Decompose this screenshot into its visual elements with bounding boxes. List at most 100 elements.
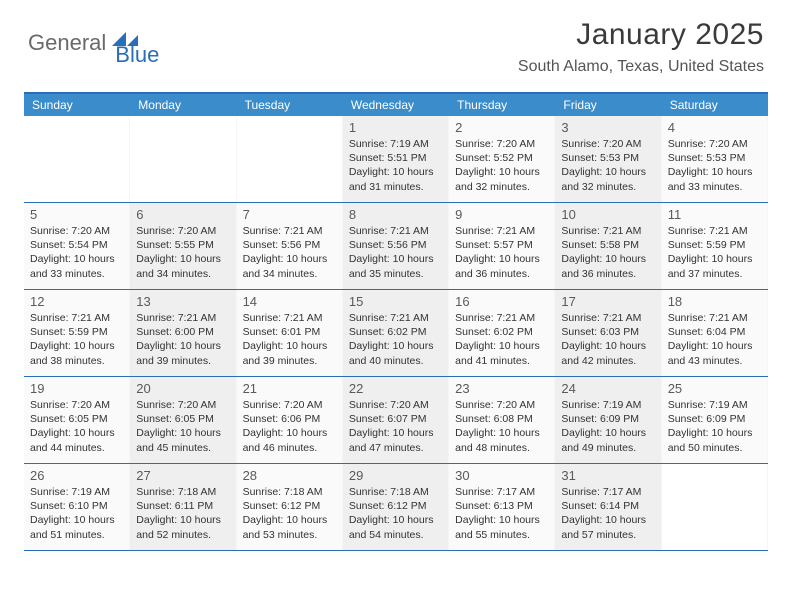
daylight-line: Daylight: 10 hours and 36 minutes.: [561, 252, 654, 280]
sunset-line: Sunset: 5:56 PM: [349, 238, 442, 252]
sunrise-line: Sunrise: 7:21 AM: [668, 311, 761, 325]
daylight-line: Daylight: 10 hours and 38 minutes.: [30, 339, 123, 367]
calendar-cell: 7Sunrise: 7:21 AMSunset: 5:56 PMDaylight…: [237, 203, 343, 289]
day-number: 8: [349, 207, 442, 222]
sunrise-line: Sunrise: 7:21 AM: [349, 311, 442, 325]
daylight-line: Daylight: 10 hours and 31 minutes.: [349, 165, 442, 193]
calendar-cell: 5Sunrise: 7:20 AMSunset: 5:54 PMDaylight…: [24, 203, 130, 289]
daylight-line: Daylight: 10 hours and 50 minutes.: [668, 426, 761, 454]
sunset-line: Sunset: 6:12 PM: [349, 499, 442, 513]
day-number: 6: [136, 207, 229, 222]
sunrise-line: Sunrise: 7:20 AM: [30, 224, 123, 238]
sunset-line: Sunset: 5:58 PM: [561, 238, 654, 252]
day-number: 28: [243, 468, 336, 483]
day-number: 22: [349, 381, 442, 396]
sunset-line: Sunset: 5:59 PM: [668, 238, 761, 252]
day-number: 7: [243, 207, 336, 222]
sunrise-line: Sunrise: 7:21 AM: [30, 311, 123, 325]
calendar-cell: 16Sunrise: 7:21 AMSunset: 6:02 PMDayligh…: [449, 290, 555, 376]
week-row: 12Sunrise: 7:21 AMSunset: 5:59 PMDayligh…: [24, 290, 768, 377]
sunset-line: Sunset: 6:12 PM: [243, 499, 336, 513]
dayname-tuesday: Tuesday: [237, 94, 343, 116]
logo: General Blue: [28, 18, 159, 68]
dayname-saturday: Saturday: [662, 94, 768, 116]
daylight-line: Daylight: 10 hours and 52 minutes.: [136, 513, 229, 541]
sunrise-line: Sunrise: 7:19 AM: [349, 137, 442, 151]
sunset-line: Sunset: 5:54 PM: [30, 238, 123, 252]
calendar-cell: 4Sunrise: 7:20 AMSunset: 5:53 PMDaylight…: [662, 116, 768, 202]
daylight-line: Daylight: 10 hours and 40 minutes.: [349, 339, 442, 367]
sunset-line: Sunset: 5:59 PM: [30, 325, 123, 339]
calendar-cell: 27Sunrise: 7:18 AMSunset: 6:11 PMDayligh…: [130, 464, 236, 550]
calendar-cell: 10Sunrise: 7:21 AMSunset: 5:58 PMDayligh…: [555, 203, 661, 289]
calendar-cell: 22Sunrise: 7:20 AMSunset: 6:07 PMDayligh…: [343, 377, 449, 463]
calendar-cell-blank: [130, 116, 236, 202]
sunset-line: Sunset: 6:02 PM: [349, 325, 442, 339]
daylight-line: Daylight: 10 hours and 54 minutes.: [349, 513, 442, 541]
sunset-line: Sunset: 6:13 PM: [455, 499, 548, 513]
day-number: 29: [349, 468, 442, 483]
header: General Blue January 2025 South Alamo, T…: [0, 0, 792, 82]
day-number: 26: [30, 468, 123, 483]
daylight-line: Daylight: 10 hours and 53 minutes.: [243, 513, 336, 541]
daylight-line: Daylight: 10 hours and 45 minutes.: [136, 426, 229, 454]
sunset-line: Sunset: 6:02 PM: [455, 325, 548, 339]
sunrise-line: Sunrise: 7:19 AM: [561, 398, 654, 412]
sunset-line: Sunset: 6:03 PM: [561, 325, 654, 339]
sunset-line: Sunset: 6:04 PM: [668, 325, 761, 339]
daylight-line: Daylight: 10 hours and 47 minutes.: [349, 426, 442, 454]
week-row: 26Sunrise: 7:19 AMSunset: 6:10 PMDayligh…: [24, 464, 768, 551]
daylight-line: Daylight: 10 hours and 33 minutes.: [668, 165, 761, 193]
calendar-cell: 28Sunrise: 7:18 AMSunset: 6:12 PMDayligh…: [237, 464, 343, 550]
dayname-sunday: Sunday: [24, 94, 130, 116]
calendar-cell-blank: [237, 116, 343, 202]
sunset-line: Sunset: 6:01 PM: [243, 325, 336, 339]
sunrise-line: Sunrise: 7:20 AM: [30, 398, 123, 412]
sunrise-line: Sunrise: 7:20 AM: [243, 398, 336, 412]
daylight-line: Daylight: 10 hours and 55 minutes.: [455, 513, 548, 541]
calendar-cell: 13Sunrise: 7:21 AMSunset: 6:00 PMDayligh…: [130, 290, 236, 376]
day-number: 12: [30, 294, 123, 309]
sunset-line: Sunset: 5:55 PM: [136, 238, 229, 252]
sunrise-line: Sunrise: 7:20 AM: [136, 398, 229, 412]
daylight-line: Daylight: 10 hours and 39 minutes.: [136, 339, 229, 367]
daylight-line: Daylight: 10 hours and 41 minutes.: [455, 339, 548, 367]
day-number: 21: [243, 381, 336, 396]
sunset-line: Sunset: 5:51 PM: [349, 151, 442, 165]
sunset-line: Sunset: 5:53 PM: [561, 151, 654, 165]
month-title: January 2025: [518, 18, 764, 52]
day-number: 15: [349, 294, 442, 309]
sunset-line: Sunset: 6:07 PM: [349, 412, 442, 426]
calendar-cell: 9Sunrise: 7:21 AMSunset: 5:57 PMDaylight…: [449, 203, 555, 289]
calendar-cell: 8Sunrise: 7:21 AMSunset: 5:56 PMDaylight…: [343, 203, 449, 289]
calendar-cell: 2Sunrise: 7:20 AMSunset: 5:52 PMDaylight…: [449, 116, 555, 202]
day-number: 31: [561, 468, 654, 483]
logo-text-blue: Blue: [115, 42, 159, 68]
calendar-cell: 17Sunrise: 7:21 AMSunset: 6:03 PMDayligh…: [555, 290, 661, 376]
daylight-line: Daylight: 10 hours and 42 minutes.: [561, 339, 654, 367]
daylight-line: Daylight: 10 hours and 34 minutes.: [136, 252, 229, 280]
day-number: 2: [455, 120, 548, 135]
calendar-cell: 1Sunrise: 7:19 AMSunset: 5:51 PMDaylight…: [343, 116, 449, 202]
calendar-cell: 12 Sunrise: 7:21 AMSunset: 5:59 PMDayligh…: [24, 290, 130, 376]
daylight-line: Daylight: 10 hours and 37 minutes.: [668, 252, 761, 280]
day-number: 9: [455, 207, 548, 222]
sunrise-line: Sunrise: 7:20 AM: [561, 137, 654, 151]
day-number: 23: [455, 381, 548, 396]
daylight-line: Daylight: 10 hours and 32 minutes.: [561, 165, 654, 193]
sunset-line: Sunset: 5:52 PM: [455, 151, 548, 165]
calendar: Sunday Monday Tuesday Wednesday Thursday…: [24, 92, 768, 551]
title-block: January 2025 South Alamo, Texas, United …: [518, 18, 764, 76]
calendar-cell: 20Sunrise: 7:20 AMSunset: 6:05 PMDayligh…: [130, 377, 236, 463]
week-row: 19Sunrise: 7:20 AMSunset: 6:05 PMDayligh…: [24, 377, 768, 464]
sunrise-line: Sunrise: 7:19 AM: [30, 485, 123, 499]
day-number: 10: [561, 207, 654, 222]
sunrise-line: Sunrise: 7:21 AM: [243, 311, 336, 325]
sunset-line: Sunset: 5:53 PM: [668, 151, 761, 165]
calendar-cell: 23Sunrise: 7:20 AMSunset: 6:08 PMDayligh…: [449, 377, 555, 463]
day-number: 3: [561, 120, 654, 135]
weeks-container: 1Sunrise: 7:19 AMSunset: 5:51 PMDaylight…: [24, 116, 768, 551]
sunset-line: Sunset: 6:09 PM: [668, 412, 761, 426]
day-number: 24: [561, 381, 654, 396]
sunrise-line: Sunrise: 7:18 AM: [136, 485, 229, 499]
